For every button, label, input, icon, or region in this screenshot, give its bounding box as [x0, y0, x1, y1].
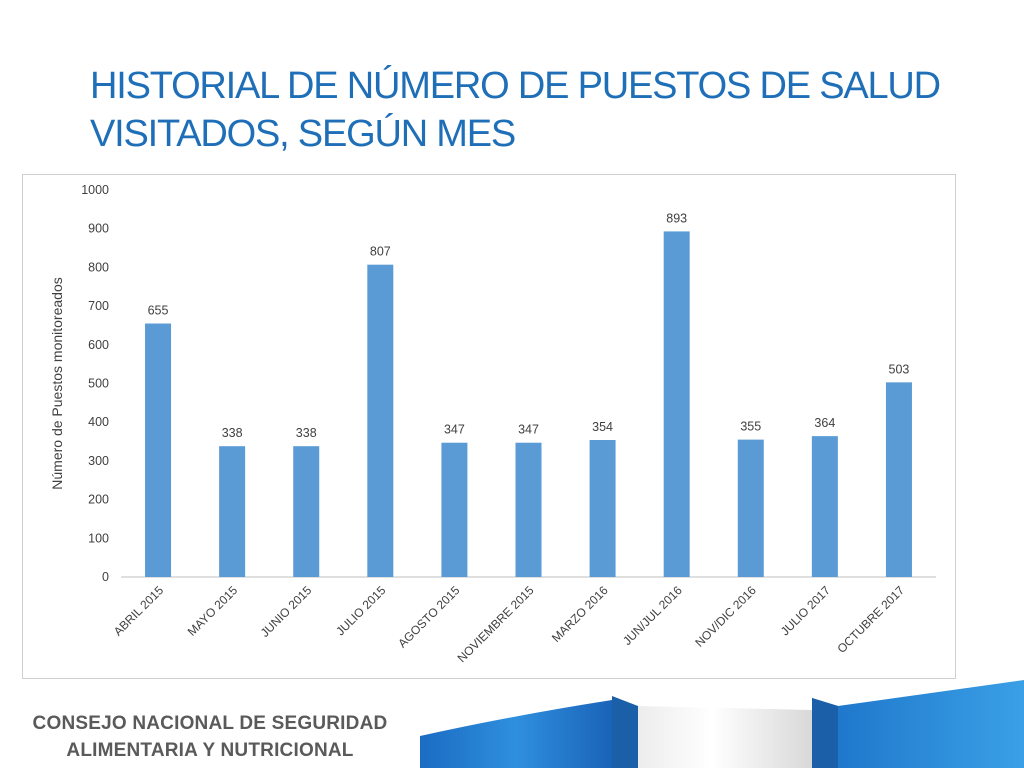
y-tick-label: 800 [88, 260, 109, 274]
data-label: 347 [518, 423, 539, 437]
bar [737, 439, 764, 577]
y-tick-label: 400 [88, 415, 109, 429]
category-label: JULIO 2015 [333, 583, 388, 638]
bar [293, 446, 320, 577]
category-label: AGOSTO 2015 [395, 583, 463, 651]
decorative-ribbon-graphic [420, 680, 1024, 768]
bar [515, 442, 542, 577]
data-label: 893 [666, 211, 687, 225]
category-label: NOVIEMBRE 2015 [455, 583, 537, 665]
y-tick-label: 200 [88, 493, 109, 507]
footer-line-2: ALIMENTARIA Y NUTRICIONAL [66, 740, 354, 761]
y-tick-label: 0 [102, 570, 109, 584]
y-tick-label: 500 [88, 377, 109, 391]
category-label: JULIO 2017 [778, 583, 833, 638]
y-axis-title: Número de Puestos monitoreados [49, 277, 65, 489]
y-tick-label: 100 [88, 531, 109, 545]
title-line-2: VISITADOS, SEGÚN MES [90, 113, 516, 155]
data-label: 655 [148, 304, 169, 318]
data-label: 503 [889, 362, 910, 376]
category-label: ABRIL 2015 [111, 583, 167, 639]
bar [589, 440, 616, 577]
footer-organization-name: CONSEJO NACIONAL DE SEGURIDAD ALIMENTARI… [0, 710, 420, 764]
chart-frame: 0 100 200 300 400 500 600 700 800 900 1000 Número d… [22, 174, 956, 679]
y-tick-label: 300 [88, 454, 109, 468]
y-tick-label: 700 [88, 299, 109, 313]
bar-chart: 0 100 200 300 400 500 600 700 800 900 1000 Número d… [49, 183, 936, 665]
data-label: 338 [296, 426, 317, 440]
y-tick-label: 900 [88, 222, 109, 236]
y-tick-label: 600 [88, 338, 109, 352]
data-label: 355 [740, 420, 761, 434]
data-label: 807 [370, 245, 391, 259]
category-label: MAYO 2015 [185, 583, 241, 639]
category-label: JUN/JUL 2016 [620, 583, 685, 648]
bar [811, 436, 838, 577]
data-label: 354 [592, 420, 613, 434]
data-label: 347 [444, 423, 465, 437]
bar [441, 442, 468, 577]
data-label: 338 [222, 426, 243, 440]
data-label: 364 [814, 416, 835, 430]
y-tick-label: 1000 [81, 183, 109, 197]
category-label: MARZO 2016 [549, 583, 611, 645]
bar [219, 446, 246, 577]
bar [663, 231, 690, 577]
bar [885, 382, 912, 577]
category-label: NOV/DIC 2016 [692, 583, 759, 650]
title-line-1: HISTORIAL DE NÚMERO DE PUESTOS DE SALUD [90, 65, 941, 107]
category-label: OCTUBRE 2017 [834, 583, 907, 656]
bar [145, 323, 172, 577]
slide-title: HISTORIAL DE NÚMERO DE PUESTOS DE SALUD … [90, 62, 990, 158]
bar [367, 264, 394, 577]
footer-line-1: CONSEJO NACIONAL DE SEGURIDAD [32, 713, 388, 734]
category-label: JUNIO 2015 [258, 583, 315, 640]
